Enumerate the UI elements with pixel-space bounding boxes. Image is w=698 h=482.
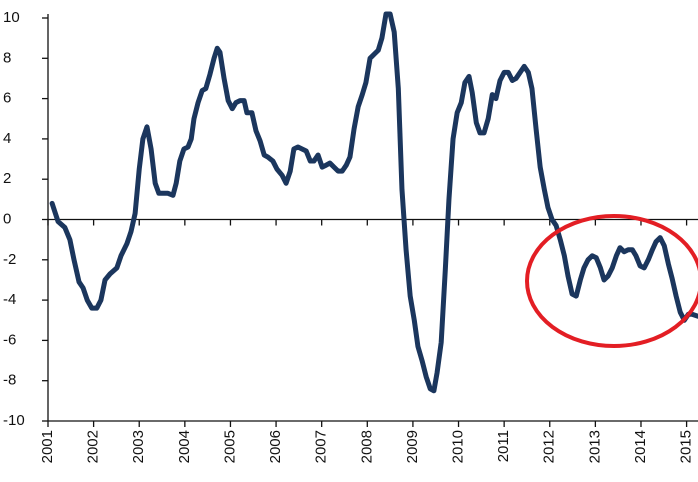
- data-line: [49, 11, 698, 394]
- y-tick-label: 4: [3, 130, 11, 147]
- y-tick-label: -10: [3, 412, 25, 429]
- x-tick-label: 2001: [39, 430, 56, 463]
- x-tick-label: 2009: [404, 430, 421, 463]
- y-tick-label: 10: [3, 9, 20, 26]
- x-tick-label: 2010: [449, 430, 466, 463]
- x-tick-label: 2013: [586, 430, 603, 463]
- x-tick-label: 2015: [678, 430, 695, 463]
- x-tick-label: 2006: [267, 430, 284, 463]
- y-tick-label: -6: [3, 331, 16, 348]
- axes: -10 -8 -6 -4 -2 0 2 4 6 8 10 2001 2002 2003 2004 2005 20…: [3, 9, 698, 463]
- x-tick-label: 2008: [358, 430, 375, 463]
- y-tick-label: -8: [3, 372, 16, 389]
- highlight-ellipse: [525, 214, 698, 348]
- x-tick-label: 2004: [176, 430, 193, 463]
- plot: [49, 11, 698, 394]
- x-tick-label: 2011: [495, 430, 512, 462]
- y-tick-label: 6: [3, 90, 11, 107]
- y-tick-label: 8: [3, 49, 11, 66]
- y-tick-label: 2: [3, 170, 11, 187]
- y-tick-label: -2: [3, 251, 16, 268]
- x-tick-label: 2005: [221, 430, 238, 463]
- x-tick-label: 2012: [541, 430, 558, 463]
- y-tick-label: 0: [3, 210, 11, 227]
- x-tick-label: 2007: [313, 430, 330, 463]
- x-tick-label: 2014: [632, 430, 649, 463]
- x-tick-label: 2003: [130, 430, 147, 463]
- x-tick-label: 2002: [85, 430, 102, 463]
- y-tick-label: -4: [3, 291, 16, 308]
